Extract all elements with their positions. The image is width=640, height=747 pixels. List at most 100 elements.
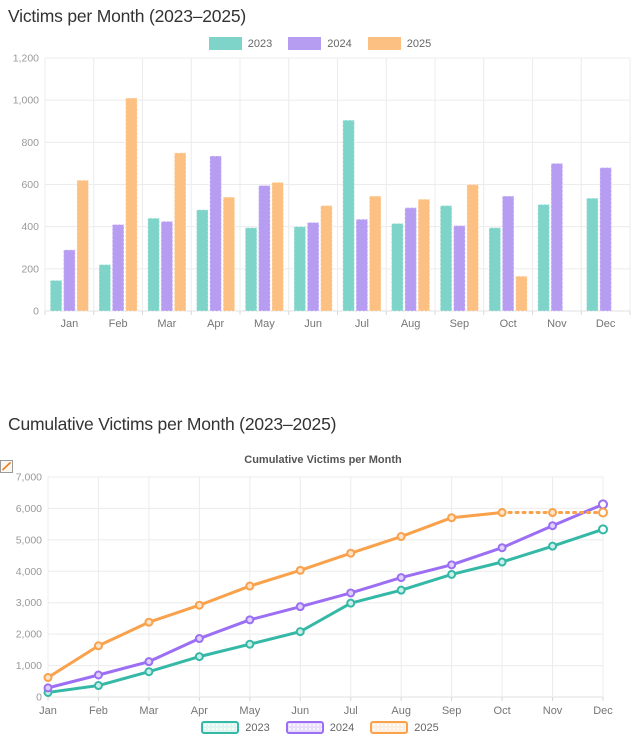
point-2024-Oct[interactable] xyxy=(497,543,507,553)
y-tick-label: 200 xyxy=(21,263,39,275)
point-2024-Jul[interactable] xyxy=(346,588,356,598)
line-segment-2025 xyxy=(197,584,252,607)
point-2025-Jun[interactable] xyxy=(295,565,305,575)
bar-2025-Apr[interactable] xyxy=(222,196,236,312)
legend-label: 2024 xyxy=(327,37,352,50)
x-tick-label: Apr xyxy=(191,705,208,717)
bar-2025-Jun[interactable] xyxy=(320,205,333,312)
legend-item-2025[interactable]: 2025 xyxy=(370,721,439,734)
x-tick-label: Mar xyxy=(157,318,176,330)
line-segment-2023 xyxy=(298,601,353,634)
bar-2023-Aug[interactable] xyxy=(391,223,404,312)
bar-2024-Sep[interactable] xyxy=(453,225,466,312)
bar-2024-May[interactable] xyxy=(258,185,271,312)
line-segment-2023 xyxy=(349,588,403,605)
point-2025-Jul[interactable] xyxy=(346,548,356,558)
point-2024-Nov[interactable] xyxy=(548,521,558,531)
point-2024-Dec[interactable] xyxy=(598,499,608,510)
bar-2023-May[interactable] xyxy=(244,227,258,312)
bar-2023-Jul[interactable] xyxy=(342,119,355,312)
legend-label: 2025 xyxy=(406,37,432,50)
bar-2025-May[interactable] xyxy=(271,181,284,312)
bar-2023-Oct[interactable] xyxy=(488,227,502,312)
y-tick-label: 1,000 xyxy=(16,660,42,672)
point-2024-Sep[interactable] xyxy=(447,560,457,570)
bar-2025-Feb[interactable] xyxy=(125,97,138,312)
point-2023-Dec[interactable] xyxy=(598,524,608,535)
legend-label: 2023 xyxy=(245,721,270,734)
line-segment-2025 xyxy=(298,551,353,572)
bar-2024-Jun[interactable] xyxy=(306,221,320,312)
bar-2023-Feb[interactable] xyxy=(98,264,112,312)
bar-2024-Dec[interactable] xyxy=(599,167,612,312)
x-tick-label: Aug xyxy=(391,705,411,717)
point-2025-May[interactable] xyxy=(245,581,255,591)
point-2025-Dec[interactable] xyxy=(598,507,608,518)
point-2023-Sep[interactable] xyxy=(447,569,457,579)
line-segment-2024 xyxy=(96,660,151,677)
bar-2023-Apr[interactable] xyxy=(196,209,209,312)
x-tick-label: Nov xyxy=(543,705,563,717)
bar-2024-Oct[interactable] xyxy=(501,195,515,312)
point-2025-Mar[interactable] xyxy=(144,617,154,627)
line-segment-2025 xyxy=(349,535,403,555)
legend-item-2023[interactable]: 2023 xyxy=(201,721,270,734)
line-segment-2023 xyxy=(399,572,454,592)
point-2023-Mar[interactable] xyxy=(144,667,154,677)
y-tick-label: 1,000 xyxy=(13,95,39,107)
line-segment-2023 xyxy=(46,684,100,694)
legend-item-2023[interactable]: 2023 xyxy=(208,37,273,50)
bar-2023-Nov[interactable] xyxy=(537,204,550,312)
bar-2024-Nov[interactable] xyxy=(550,162,564,312)
bar-2024-Jul[interactable] xyxy=(355,218,369,312)
bar-2025-Sep[interactable] xyxy=(466,184,479,312)
line-segment-2024 xyxy=(248,605,302,622)
point-2024-Mar[interactable] xyxy=(144,657,154,667)
bar-2023-Jan[interactable] xyxy=(49,279,63,312)
bar-2025-Mar[interactable] xyxy=(173,152,187,312)
bar-2023-Sep[interactable] xyxy=(439,205,453,312)
point-2024-Jun[interactable] xyxy=(295,602,305,612)
point-2024-Jan[interactable] xyxy=(43,683,53,693)
point-2023-Apr[interactable] xyxy=(194,652,204,662)
line-chart-legend[interactable]: Cumulative Victims per Month xyxy=(0,454,640,473)
legend-item-2024[interactable]: 2024 xyxy=(285,721,354,734)
point-2024-Apr[interactable] xyxy=(194,634,204,644)
point-2023-Feb[interactable] xyxy=(93,681,103,691)
line-segment-2024 xyxy=(450,546,504,567)
point-2025-Feb[interactable] xyxy=(93,641,103,651)
bar-2024-Mar[interactable] xyxy=(160,220,174,312)
bar-2025-Oct[interactable] xyxy=(515,275,528,312)
point-2024-May[interactable] xyxy=(245,615,255,625)
point-2023-Jul[interactable] xyxy=(346,598,356,608)
point-2023-Aug[interactable] xyxy=(396,585,406,595)
point-2025-Nov[interactable] xyxy=(548,508,558,518)
point-2023-Nov[interactable] xyxy=(548,541,558,551)
line-segment-2023 xyxy=(96,670,151,688)
bar-2024-Apr[interactable] xyxy=(209,155,222,312)
point-2024-Aug[interactable] xyxy=(396,573,406,583)
point-2025-Sep[interactable] xyxy=(447,513,457,523)
bar-2025-Aug[interactable] xyxy=(417,198,431,312)
bar-2025-Jul[interactable] xyxy=(368,195,382,312)
point-2023-May[interactable] xyxy=(245,639,255,649)
legend-label: 2023 xyxy=(247,37,273,50)
legend-item-2024[interactable]: 2024 xyxy=(288,37,352,50)
bar-2024-Jan[interactable] xyxy=(63,249,76,312)
bar-2023-Mar[interactable] xyxy=(147,217,160,312)
point-2023-Jun[interactable] xyxy=(295,627,305,637)
bar-2023-Jun[interactable] xyxy=(293,226,307,312)
x-tick-label: Oct xyxy=(500,318,517,330)
point-2025-Apr[interactable] xyxy=(194,600,204,610)
point-2025-Aug[interactable] xyxy=(396,532,406,542)
bar-2024-Aug[interactable] xyxy=(404,207,417,312)
legend-item-2025[interactable]: 2025 xyxy=(367,37,432,50)
bar-2025-Jan[interactable] xyxy=(76,179,89,312)
x-tick-label: Jan xyxy=(39,705,57,717)
point-2025-Jan[interactable] xyxy=(43,673,53,683)
bar-2023-Dec[interactable] xyxy=(586,197,599,312)
point-2023-Oct[interactable] xyxy=(497,557,507,567)
point-2025-Oct[interactable] xyxy=(497,508,507,518)
point-2024-Feb[interactable] xyxy=(93,670,103,680)
bar-2024-Feb[interactable] xyxy=(111,224,125,312)
